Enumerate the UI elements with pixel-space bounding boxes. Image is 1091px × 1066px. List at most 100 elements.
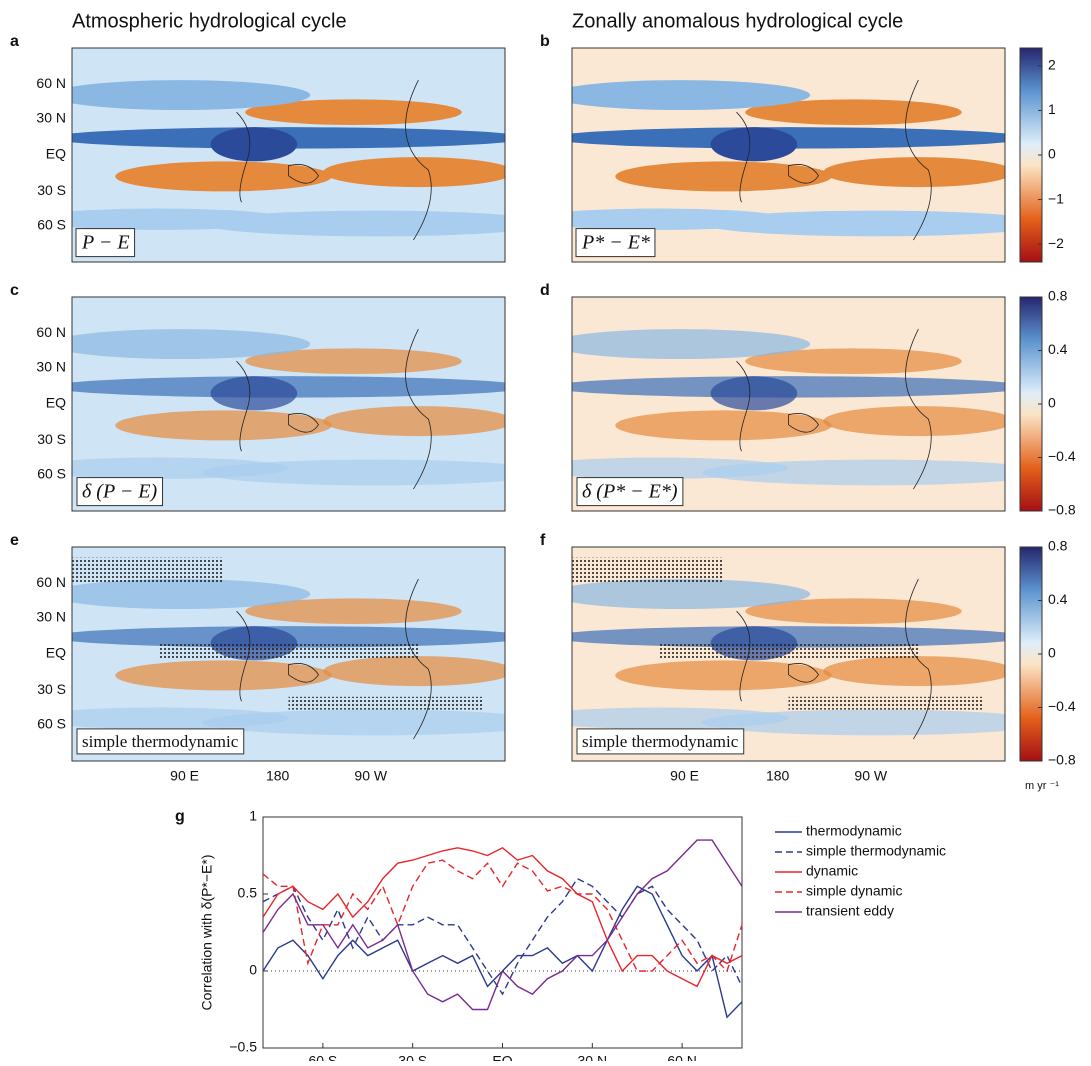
series-line	[262, 839, 743, 1011]
lat-label: 60 S	[37, 216, 66, 232]
colorbar-tick-label: 0	[1048, 395, 1056, 411]
colorbar-tick-label: −1	[1048, 190, 1064, 206]
map-blob	[245, 348, 462, 375]
hatching	[572, 557, 724, 584]
map-field	[572, 547, 1005, 761]
map-blob	[115, 660, 332, 691]
map	[71, 47, 506, 263]
map-blob	[615, 660, 832, 691]
x-tick-label: 30 S	[398, 1053, 427, 1061]
map-blob	[823, 656, 1005, 687]
column-title: Atmospheric hydrological cycle	[72, 10, 347, 32]
map-frame	[71, 296, 506, 512]
lon-label: 90 E	[170, 768, 199, 784]
colorbar-tick-label: −0.4	[1048, 698, 1076, 714]
coastline	[236, 79, 432, 241]
y-tick-label: −0.5	[229, 1039, 257, 1055]
map-label-box	[575, 228, 656, 258]
map-field	[572, 48, 1005, 262]
map-frame	[571, 47, 1006, 263]
map-blob	[823, 406, 1005, 437]
column-title: Zonally anomalous hydrological cycle	[572, 10, 903, 32]
hatching	[158, 643, 419, 659]
lat-label: 60 N	[36, 324, 66, 340]
map-blob	[615, 410, 832, 441]
lon-label: 90 W	[854, 768, 887, 784]
colorbar-tick-label: 0.4	[1048, 591, 1068, 607]
map-frame	[71, 546, 506, 762]
lat-label: 30 N	[36, 608, 66, 624]
legend-label: simple thermodynamic	[806, 843, 946, 859]
x-tick-label: 60 N	[667, 1053, 697, 1061]
lat-label: 30 N	[36, 358, 66, 374]
lat-label: 30 S	[37, 681, 66, 697]
colorbar-tick-label: −2	[1048, 235, 1064, 251]
coastline	[736, 578, 932, 740]
lat-label: EQ	[46, 395, 66, 411]
colorbar-unit: m yr ⁻¹	[1025, 780, 1059, 792]
series-line	[262, 877, 743, 996]
panel-letter: c	[10, 282, 19, 299]
lat-label: 30 S	[37, 431, 66, 447]
lat-label: 30 S	[37, 182, 66, 198]
colorbar-tick-label: 0.4	[1048, 341, 1068, 357]
map-label-box	[576, 728, 745, 755]
map-blob	[323, 406, 505, 437]
map-blob	[72, 329, 311, 360]
map-label: simple thermodynamic	[82, 732, 239, 751]
map-blob	[572, 329, 811, 360]
colorbar-tick-label: −0.8	[1048, 502, 1076, 518]
y-tick-label: 0.5	[238, 885, 258, 901]
map-label: simple thermodynamic	[582, 732, 739, 751]
panel-letter: e	[10, 532, 19, 549]
map-blob	[615, 161, 832, 192]
lat-label: EQ	[46, 146, 66, 162]
series-line	[262, 859, 743, 973]
map-blob	[72, 707, 289, 729]
lon-label: 180	[266, 768, 290, 784]
map	[571, 546, 1006, 762]
map-field	[72, 547, 505, 761]
map	[71, 546, 506, 762]
legend-label: simple dynamic	[806, 883, 902, 899]
lat-label: 60 S	[37, 465, 66, 481]
lat-label: 60 N	[36, 75, 66, 91]
map-blob	[72, 457, 289, 479]
map-label: P − E	[81, 232, 130, 254]
map-blob	[823, 157, 1005, 188]
lat-label: EQ	[46, 645, 66, 661]
map-label: P* − E*	[581, 232, 650, 254]
map-field	[72, 48, 505, 262]
map-frame	[571, 546, 1006, 762]
map-blob	[572, 457, 789, 479]
map-blob	[710, 376, 798, 411]
map-label: δ (P* − E*)	[582, 481, 678, 503]
panel-letter: f	[540, 532, 546, 549]
map-blob	[745, 598, 962, 625]
map-label-box	[76, 477, 164, 507]
colorbar-tick-label: −0.4	[1048, 448, 1076, 464]
map-label-box	[76, 728, 245, 755]
map	[571, 296, 1006, 512]
legend-label: dynamic	[806, 863, 858, 879]
coastline	[736, 328, 932, 490]
hatching	[72, 557, 224, 584]
map-blob	[710, 127, 798, 162]
map-field	[72, 297, 505, 511]
map-blob	[572, 707, 789, 729]
map-blob	[115, 161, 332, 192]
colorbar-tick-label: −0.8	[1048, 752, 1076, 768]
hatching	[788, 696, 984, 710]
map-blob	[323, 157, 505, 188]
map-frame	[71, 47, 506, 263]
map-field	[572, 297, 1005, 511]
map-blob	[572, 579, 811, 610]
map-blob	[245, 598, 462, 625]
panel-letter: d	[540, 282, 550, 299]
lat-label: 60 N	[36, 574, 66, 590]
map-blob	[72, 579, 311, 610]
map-blob	[210, 376, 298, 411]
map-blob	[745, 99, 962, 126]
y-tick-label: 0	[249, 962, 257, 978]
